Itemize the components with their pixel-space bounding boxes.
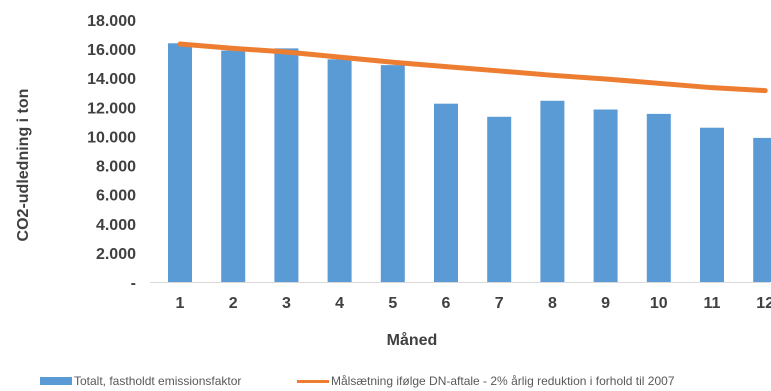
y-tick-label: -: [131, 275, 136, 292]
target-line-series: [177, 41, 768, 94]
y-tick-label: 12.000: [87, 100, 136, 117]
y-tick-label: 16.000: [87, 42, 136, 59]
bar: [434, 103, 458, 282]
bar: [753, 137, 771, 282]
y-tick-label: 2.000: [96, 246, 136, 263]
y-axis-ticks: - 2.000 4.000 6.000 8.000 10.000 12.000 14.000 1…: [87, 13, 136, 292]
y-tick-label: 14.000: [87, 71, 136, 88]
x-tick-label: 1: [176, 295, 185, 312]
target-line: [177, 41, 768, 94]
bar: [646, 113, 671, 282]
x-tick-label: 4: [335, 295, 344, 312]
chart: - 2.000 4.000 6.000 8.000 10.000 12.000 14.000 1…: [15, 13, 771, 349]
y-tick-label: 8.000: [96, 159, 136, 176]
bar: [540, 100, 565, 283]
x-tick-label: 3: [282, 295, 291, 312]
legend-label-line: Målsætning ifølge DN-aftale - 2% årlig r…: [331, 374, 675, 388]
x-tick-label: 8: [548, 295, 557, 312]
legend-swatch-bar: [40, 377, 72, 385]
y-tick-label: 10.000: [87, 129, 136, 146]
bar: [168, 43, 192, 283]
x-tick-label: 7: [495, 295, 504, 312]
bar: [700, 127, 724, 282]
x-axis-title: Måned: [387, 331, 438, 349]
legend-label-bar: Totalt, fastholdt emissionsfaktor: [74, 374, 242, 388]
x-tick-label: 6: [442, 295, 451, 312]
y-tick-label: 4.000: [96, 217, 136, 234]
bar: [593, 109, 618, 283]
x-axis-ticks: 1 2 3 4 5 6 7 8 9 10 11 12: [176, 295, 771, 312]
y-axis-title: CO2-udledning i ton: [15, 89, 32, 242]
legend-item-line: Målsætning ifølge DN-aftale - 2% årlig r…: [297, 374, 675, 388]
x-tick-label: 9: [601, 295, 610, 312]
x-tick-label: 12: [756, 295, 771, 312]
bar: [380, 65, 405, 282]
y-tick-label: 18.000: [87, 13, 136, 30]
bar: [327, 59, 352, 282]
x-tick-label: 10: [650, 295, 668, 312]
legend: Totalt, fastholdt emissionsfaktor Målsæt…: [40, 372, 770, 391]
legend-swatch-line: [297, 379, 329, 383]
y-tick-label: 6.000: [96, 188, 136, 205]
bar: [221, 50, 246, 282]
bar: [274, 48, 299, 283]
bar: [487, 116, 512, 283]
x-tick-label: 5: [388, 295, 397, 312]
x-tick-label: 11: [704, 295, 721, 312]
bar-series: [168, 43, 771, 283]
legend-item-bar: Totalt, fastholdt emissionsfaktor: [40, 374, 241, 388]
x-tick-label: 2: [229, 295, 238, 312]
